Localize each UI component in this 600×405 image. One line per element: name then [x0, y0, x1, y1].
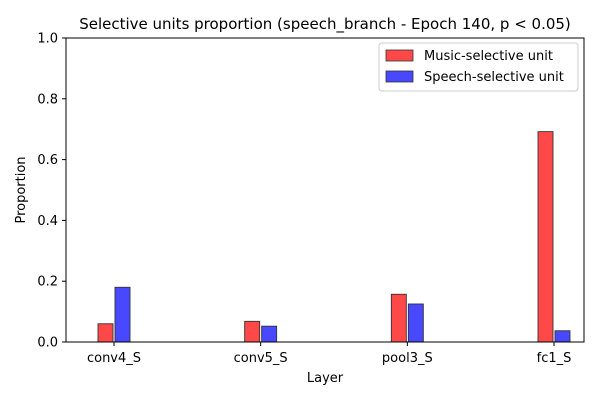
bar-music-conv4_S	[97, 323, 114, 343]
bar-speech-conv4_S	[114, 286, 131, 343]
x-axis: conv4_S conv5_S pool3_S fc1_S	[87, 342, 571, 366]
y-axis: 0.0 0.2 0.4 0.6 0.8 1.0	[37, 32, 66, 351]
chart-title: Selective units proportion (speech_branc…	[79, 15, 571, 34]
bar-music-pool3_S	[390, 293, 407, 343]
y-tick-label: 0.6	[37, 153, 58, 168]
y-tick-label: 0.8	[37, 92, 58, 107]
legend-swatch-speech	[385, 70, 414, 83]
bars-layer	[97, 131, 571, 343]
bar-music-fc1_S	[537, 131, 554, 343]
y-tick-label: 0.4	[37, 214, 58, 229]
x-tick-label: conv5_S	[234, 351, 288, 366]
y-axis-label: Proportion	[14, 156, 29, 223]
legend-label-music: Music-selective unit	[424, 49, 553, 64]
legend-frame	[378, 42, 579, 92]
legend-label-speech: Speech-selective unit	[424, 70, 564, 85]
y-tick-label: 0.0	[37, 336, 58, 351]
legend: Music-selective unit Speech-selective un…	[378, 42, 579, 92]
x-tick-label: fc1_S	[537, 351, 572, 366]
x-tick-label: conv4_S	[87, 351, 141, 366]
bar-speech-conv5_S	[261, 325, 278, 343]
bar-music-conv5_S	[244, 320, 261, 343]
x-axis-label: Layer	[307, 371, 344, 386]
y-tick-label: 1.0	[37, 32, 58, 47]
bar-speech-fc1_S	[554, 330, 571, 343]
y-tick-label: 0.2	[37, 275, 58, 290]
bar-speech-pool3_S	[407, 303, 424, 343]
plot-frame	[65, 37, 585, 343]
legend-swatch-music	[385, 49, 414, 62]
x-tick-label: pool3_S	[382, 351, 433, 366]
